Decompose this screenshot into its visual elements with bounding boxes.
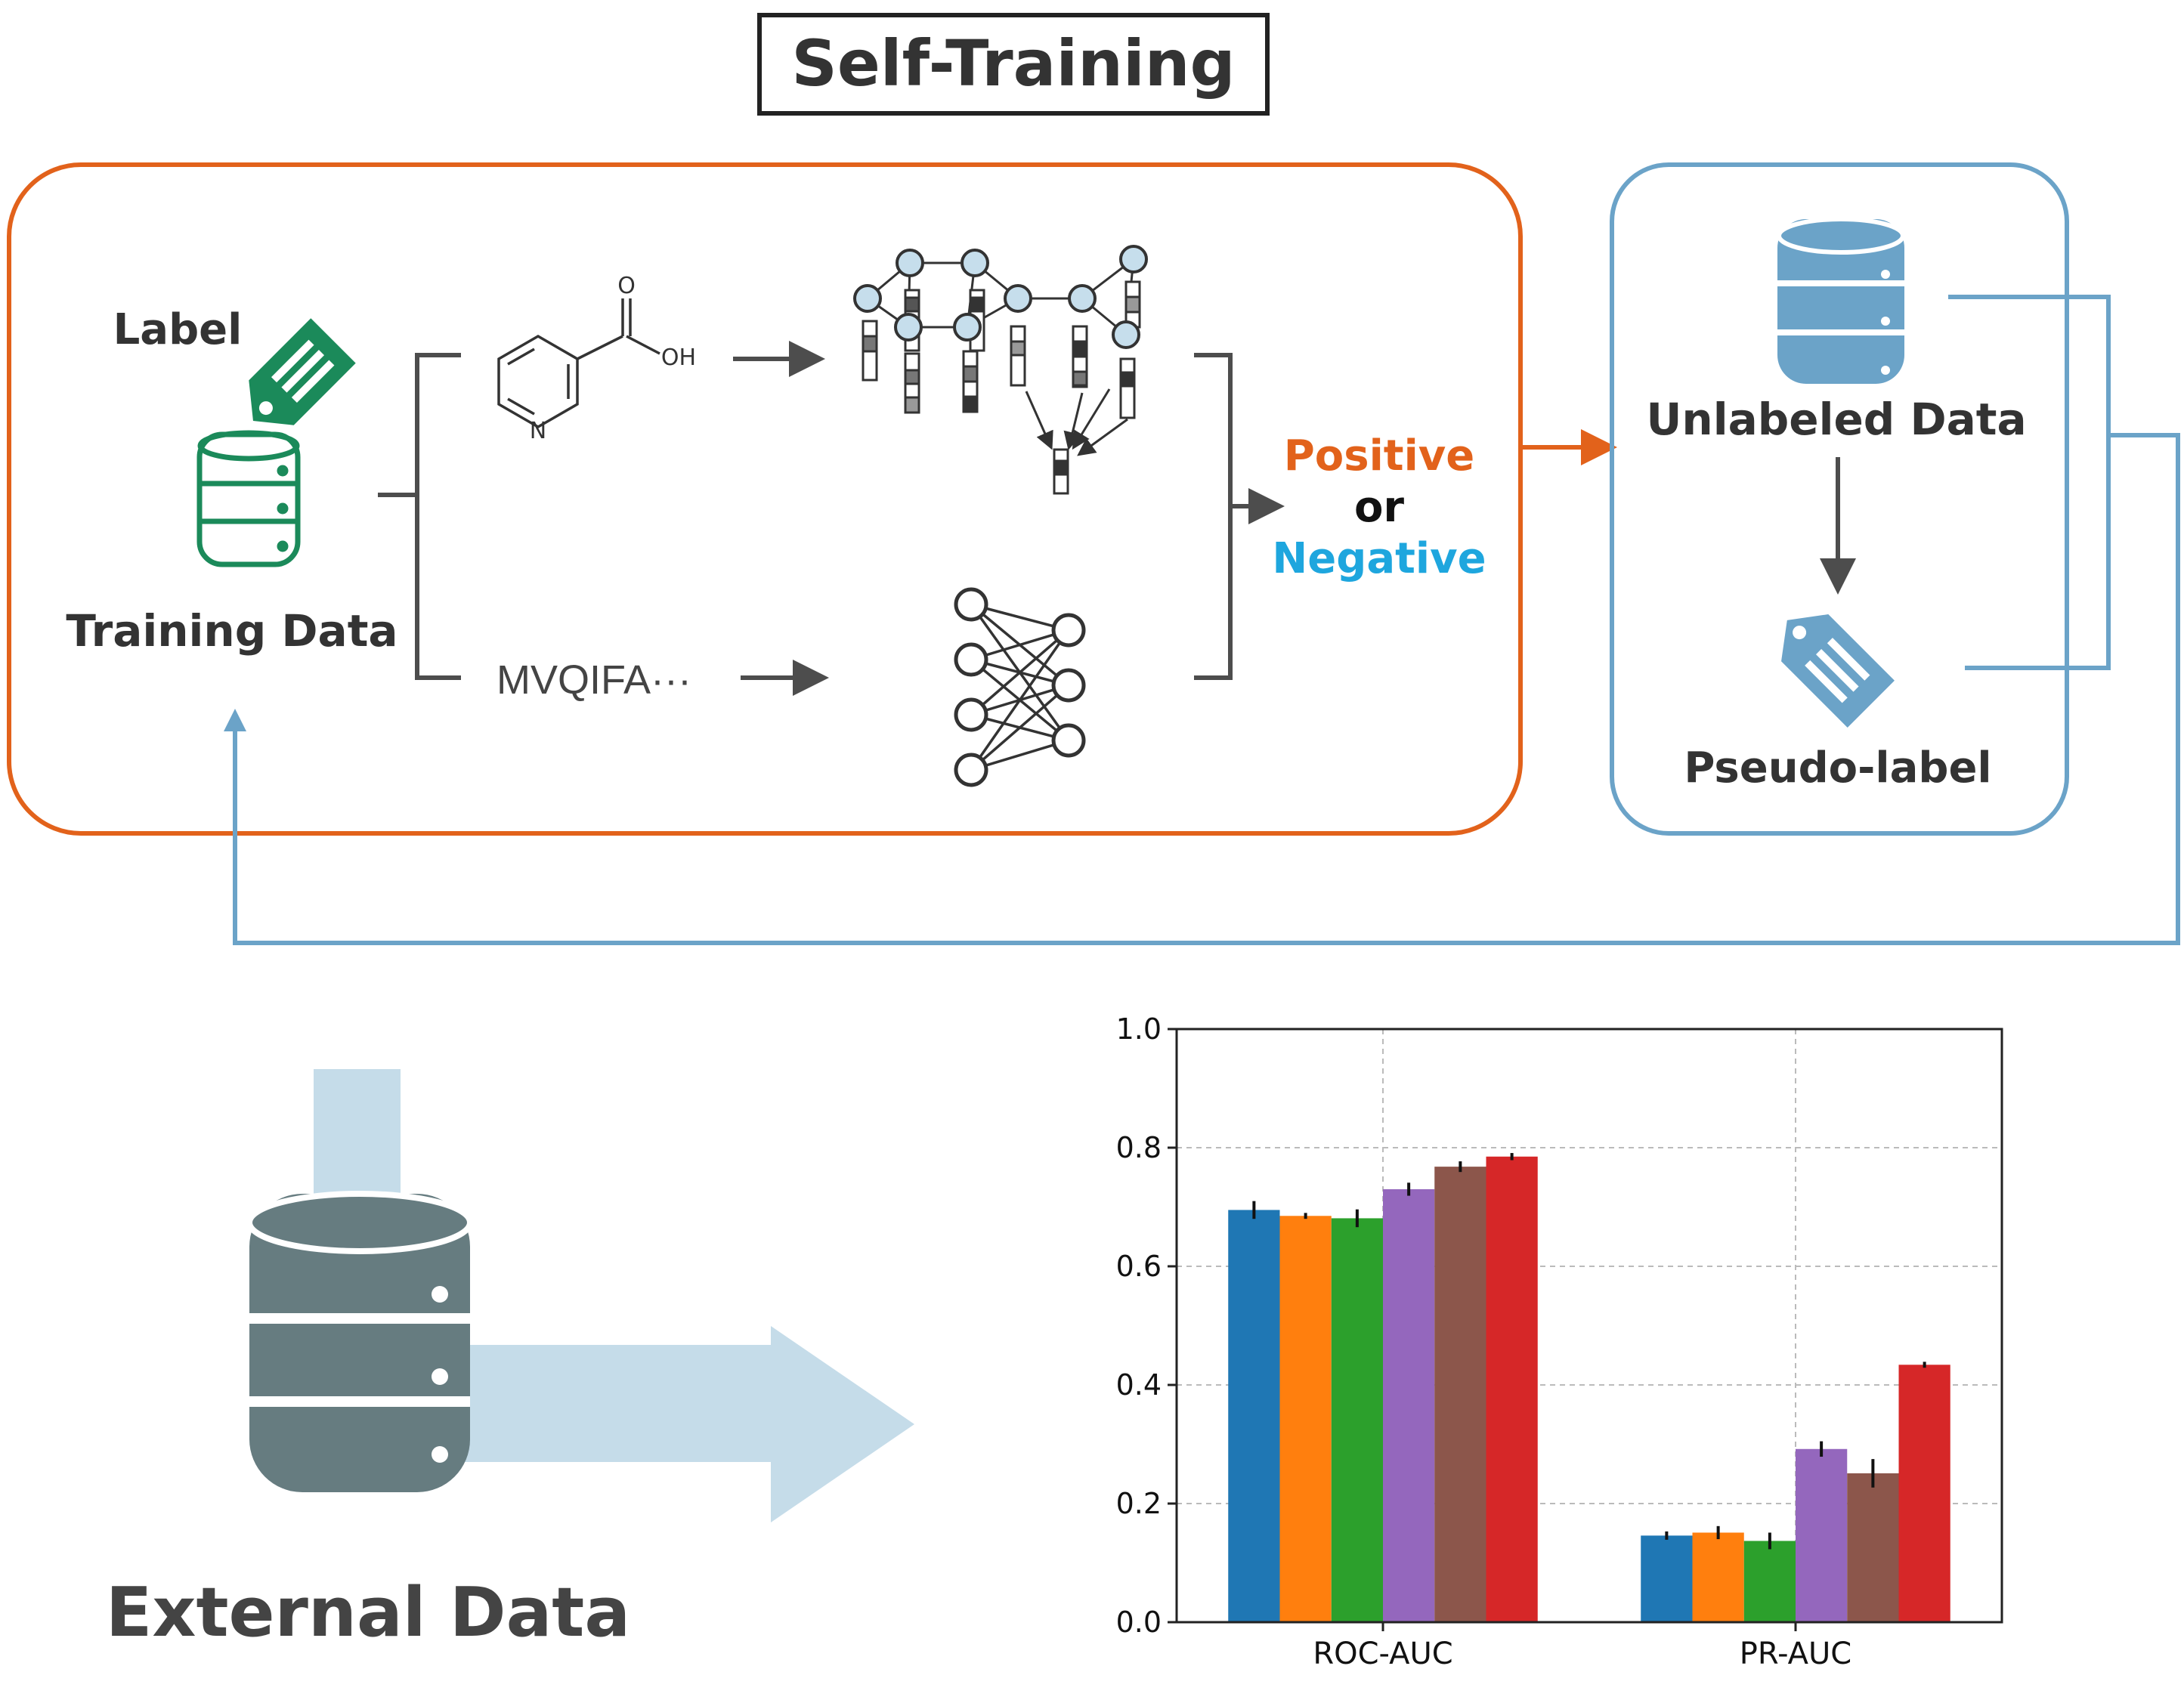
unlabeled-panel: Unlabeled Data Pseudo-label	[1610, 162, 2069, 836]
training-data-label: Training Data	[66, 605, 398, 657]
y-tick-label: 0.0	[1116, 1606, 1162, 1639]
negative-text: Negative	[1272, 534, 1486, 583]
title-box: Self-Training	[757, 13, 1270, 116]
bar	[1847, 1473, 1899, 1622]
label-text: Label	[113, 305, 243, 354]
bar	[1279, 1216, 1332, 1622]
bar	[1898, 1365, 1950, 1622]
x-category-label: PR-AUC	[1740, 1637, 1851, 1671]
y-tick-label: 0.2	[1116, 1487, 1162, 1520]
output-bracket	[1194, 353, 1285, 680]
neural-network-icon	[954, 587, 1086, 787]
label-tag-icon	[249, 318, 356, 425]
bar	[1331, 1218, 1383, 1622]
external-database-icon	[246, 1191, 473, 1492]
bar	[1641, 1535, 1693, 1622]
sequence-text: MVQIFA···	[497, 657, 691, 703]
molecule-structure-icon: O OH N	[497, 273, 696, 444]
oxygen-atom: O	[617, 273, 636, 299]
external-data-label: External Data	[106, 1573, 630, 1652]
chart-bars	[1228, 1153, 1950, 1622]
pseudo-label-text: Pseudo-label	[1684, 743, 1991, 793]
title: Self-Training	[791, 26, 1235, 100]
chart-frame	[1175, 1028, 2003, 1624]
hydroxyl-group: OH	[661, 345, 696, 371]
y-tick-label: 1.0	[1116, 1012, 1162, 1046]
bar	[1228, 1210, 1280, 1622]
y-tick-label: 0.8	[1116, 1131, 1162, 1164]
training-panel: Label Training Data	[7, 162, 1523, 836]
unlabeled-database-icon	[1777, 217, 1905, 384]
bar	[1383, 1188, 1435, 1622]
bar	[1743, 1541, 1796, 1622]
positive-text: Positive	[1284, 431, 1475, 481]
database-icon	[196, 430, 301, 567]
feedback-loop	[224, 295, 2180, 945]
y-tick-label: 0.6	[1116, 1250, 1162, 1283]
y-tick-label: 0.4	[1116, 1368, 1162, 1402]
nitrogen-atom: N	[530, 418, 546, 444]
chart-ticks: 0.0 0.2 0.4 0.6 0.8 1.0	[1116, 1012, 1177, 1639]
unlabeled-data-label: Unlabeled Data	[1646, 394, 2026, 445]
bar	[1486, 1156, 1538, 1622]
bar	[1692, 1532, 1744, 1622]
external-data-graphic: External Data	[106, 1069, 914, 1652]
bar	[1796, 1448, 1848, 1622]
bar	[1434, 1167, 1486, 1622]
input-bracket	[378, 353, 461, 680]
x-category-label: ROC-AUC	[1313, 1637, 1452, 1671]
pseudo-label-tag-icon	[1781, 614, 1895, 728]
chart-category-labels: ROC-AUC PR-AUC	[1313, 1622, 1851, 1671]
or-text: or	[1354, 483, 1404, 532]
bar-chart: 0.0 0.2 0.4 0.6 0.8 1.0 ROC-AUC PR-AUC	[1116, 1012, 2003, 1671]
graph-neural-network-icon	[853, 245, 1148, 495]
